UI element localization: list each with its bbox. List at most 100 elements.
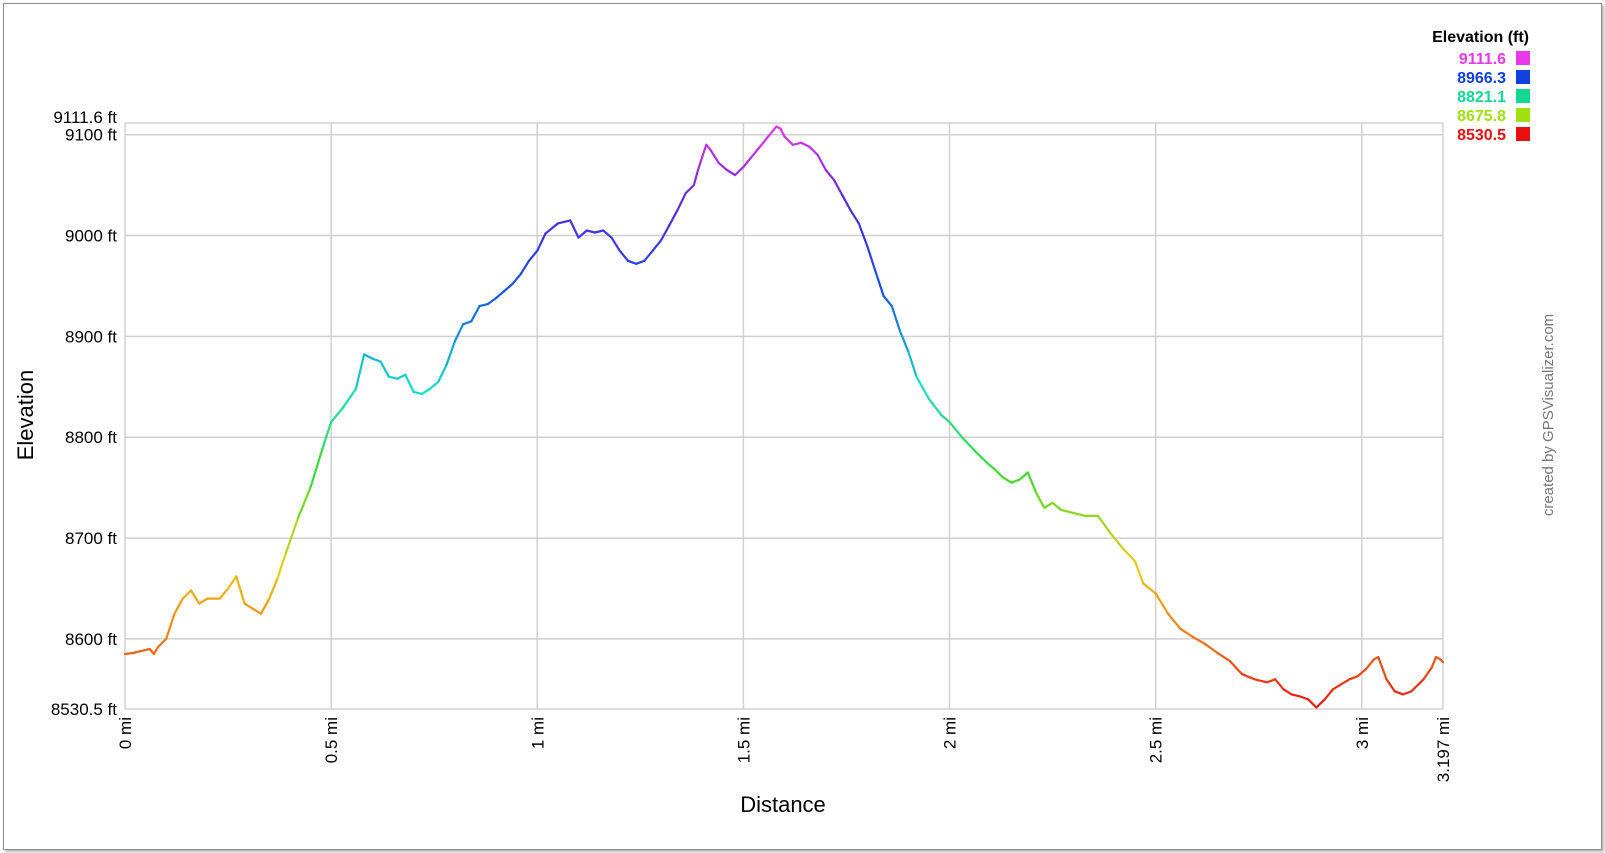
profile-segment (1274, 678, 1285, 691)
profile-segment (123, 651, 135, 656)
profile-segment (276, 552, 287, 580)
profile-segment (268, 577, 279, 600)
profile-segment (1001, 476, 1013, 484)
credit-text: created by GPSVisualizer.com (1540, 314, 1557, 516)
profile-segment (577, 229, 588, 239)
profile-segment (709, 148, 720, 164)
profile-segment (1290, 693, 1302, 698)
profile-segment (783, 135, 795, 146)
profile-segment (725, 168, 737, 177)
profile-segment (1154, 592, 1170, 615)
x-axis-title: Distance (740, 792, 826, 817)
profile-segment (165, 612, 176, 641)
x-tick-label: 1 mi (528, 717, 547, 749)
profile-segment (948, 421, 964, 439)
profile-segment (960, 436, 976, 452)
profile-segment (750, 145, 762, 158)
profile-segment (321, 421, 333, 449)
profile-segment (742, 155, 753, 169)
x-tick-label: 1.5 mi (734, 717, 753, 763)
grid-lines (124, 122, 1444, 710)
profile-segment (297, 486, 312, 520)
profile-segment (799, 141, 811, 148)
y-tick-label: 9000 ft (65, 227, 117, 246)
profile-segment (1043, 501, 1054, 509)
profile-segment (1026, 471, 1038, 494)
y-tick-label: 8530.5 ft (51, 700, 117, 719)
profile-segment (445, 340, 456, 366)
profile-segment (1072, 511, 1087, 518)
x-tick-label: 2.5 mi (1147, 717, 1166, 763)
profile-segment (659, 224, 671, 242)
profile-segment (243, 602, 254, 610)
legend-swatch (1516, 108, 1530, 122)
profile-segment (259, 597, 271, 615)
profile-segment (387, 375, 399, 380)
profile-segment (668, 209, 679, 227)
profile-segment (330, 405, 345, 424)
profile-segment (519, 259, 531, 275)
profile-segment (354, 353, 366, 390)
profile-segment (1331, 683, 1343, 691)
legend: Elevation (ft) 9111.6 8966.3 8821.1 8675.8 8… (1432, 29, 1530, 144)
profile-segment (198, 597, 209, 605)
profile-segment (1356, 668, 1368, 678)
profile-segment (251, 607, 263, 615)
profile-segment (824, 168, 836, 182)
profile-segment (1253, 678, 1269, 684)
y-axis-title: Elevation (13, 370, 38, 461)
profile-segment (927, 397, 943, 417)
profile-segment (1034, 491, 1046, 509)
profile-segment (1109, 531, 1124, 550)
profile-segment (849, 209, 860, 225)
profile-segment (593, 229, 605, 234)
profile-segment (973, 449, 988, 464)
profile-segment (940, 413, 951, 424)
x-tick-label: 3 mi (1353, 717, 1372, 749)
profile-segment (610, 236, 621, 252)
profile-segment (181, 589, 193, 600)
profile-segment (1216, 651, 1232, 663)
profile-segment (882, 294, 893, 308)
y-tick-label: 9100 ft (65, 126, 117, 145)
profile-segment (478, 303, 489, 308)
profile-segment (585, 229, 597, 234)
profile-segment (717, 161, 729, 172)
profile-segment (779, 127, 786, 138)
profile-segment (1315, 698, 1326, 709)
profile-segment (429, 380, 440, 390)
profile-segment (907, 350, 918, 378)
y-tick-label: 9111.6 ft (53, 108, 117, 127)
profile-segment (152, 645, 160, 656)
profile-segment (1010, 478, 1021, 484)
profile-segment (841, 194, 852, 212)
profile-segment (1241, 673, 1256, 681)
legend-title: Elevation (ft) (1432, 29, 1529, 46)
profile-segment (1348, 675, 1359, 681)
profile-segment (692, 168, 700, 187)
y-tick-label: 8900 ft (65, 327, 117, 346)
elevation-profile-line (123, 125, 1445, 709)
profile-segment (651, 239, 663, 252)
profile-segment (1051, 501, 1062, 511)
profile-segment (1096, 514, 1112, 535)
profile-segment (626, 259, 638, 265)
profile-segment (816, 153, 827, 172)
profile-segment (643, 249, 654, 262)
profile-segment (132, 649, 143, 655)
x-tick-label: 0 mi (116, 717, 135, 749)
profile-segment (1166, 612, 1182, 630)
profile-segment (701, 143, 708, 158)
profile-segment (1377, 655, 1388, 681)
profile-segment (890, 305, 902, 333)
legend-swatch (1516, 51, 1530, 65)
profile-segment (412, 390, 423, 395)
profile-segment (1059, 508, 1075, 515)
x-tick-label: 0.5 mi (322, 717, 341, 763)
profile-segment (602, 229, 613, 239)
profile-segment (808, 145, 819, 156)
profile-segment (470, 305, 481, 323)
profile-segment (1323, 688, 1335, 701)
profile-segment (865, 244, 877, 272)
